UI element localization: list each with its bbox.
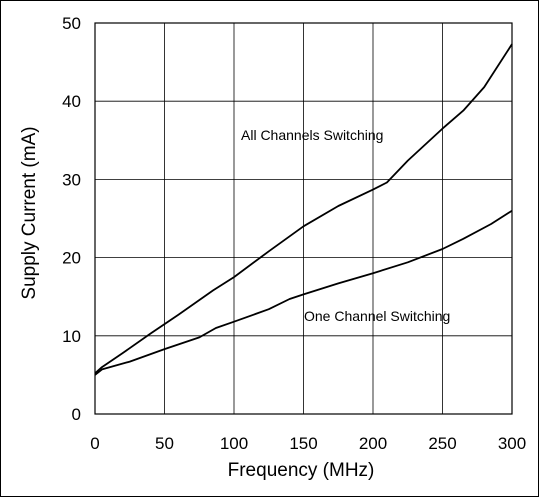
x-axis-label: Frequency (MHz) [228, 460, 375, 481]
y-tick-label: 20 [62, 249, 81, 268]
grid [94, 22, 513, 415]
x-tick-label: 0 [90, 434, 99, 453]
y-tick-label: 0 [72, 405, 81, 424]
x-tick-label: 200 [359, 434, 387, 453]
x-tick-label: 150 [289, 434, 317, 453]
annotation-all-channels: All Channels Switching [241, 127, 383, 143]
tick-labels: 0 50 100 150 200 250 300 0 10 20 30 40 50 [62, 14, 526, 453]
y-tick-label: 10 [62, 327, 81, 346]
annotation-one-channel: One Channel Switching [304, 308, 450, 324]
series-lines [94, 43, 513, 376]
x-tick-label: 50 [155, 434, 174, 453]
series-line-all-channels [94, 43, 513, 374]
series-line-one-channel [94, 209, 513, 376]
y-tick-label: 50 [62, 14, 81, 33]
x-tick-label: 300 [498, 434, 526, 453]
y-tick-label: 30 [62, 170, 81, 189]
plot-area-border [94, 22, 513, 415]
x-tick-label: 100 [220, 434, 248, 453]
x-tick-label: 250 [428, 434, 456, 453]
y-tick-label: 40 [62, 92, 81, 111]
y-axis-label: Supply Current (mA) [19, 126, 40, 299]
